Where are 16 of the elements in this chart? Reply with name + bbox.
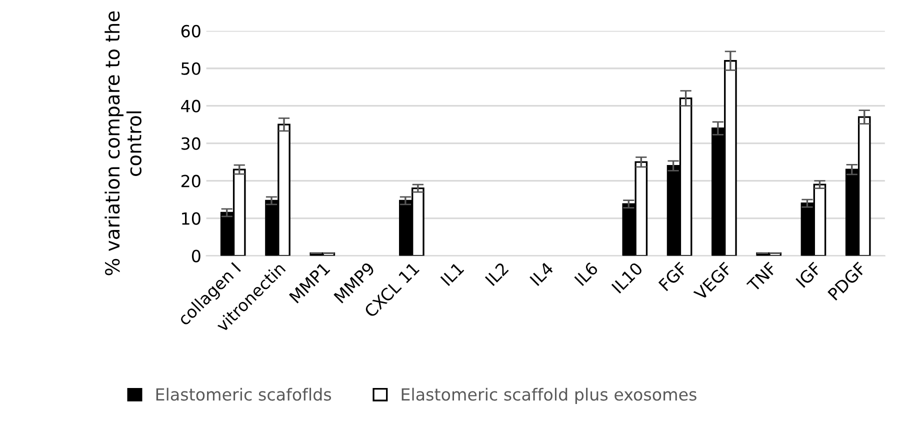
- x-tick-label: IL6: [574, 262, 599, 286]
- y-tick-label: 40: [181, 100, 200, 112]
- legend-label: Elastomeric scaffold plus exosomes: [402, 388, 696, 404]
- y-tick-label: 10: [182, 212, 200, 225]
- x-tick-label: IL1: [440, 262, 464, 286]
- x-tick-label: TNF: [746, 262, 778, 292]
- legend-label: Elastomeric scafoflds: [156, 388, 332, 401]
- y-tick-label: 30: [182, 137, 200, 150]
- x-tick-label: IGF: [795, 262, 822, 288]
- y-axis-title: % variation compare to the control: [104, 11, 142, 276]
- x-tick-label: IL2: [484, 262, 509, 286]
- y-tick-label: 50: [182, 62, 200, 75]
- y-tick-label: 0: [192, 250, 200, 262]
- y-tick-label: 20: [181, 174, 200, 188]
- x-tick-label: IL4: [530, 262, 554, 286]
- y-tick-label: 60: [181, 24, 200, 38]
